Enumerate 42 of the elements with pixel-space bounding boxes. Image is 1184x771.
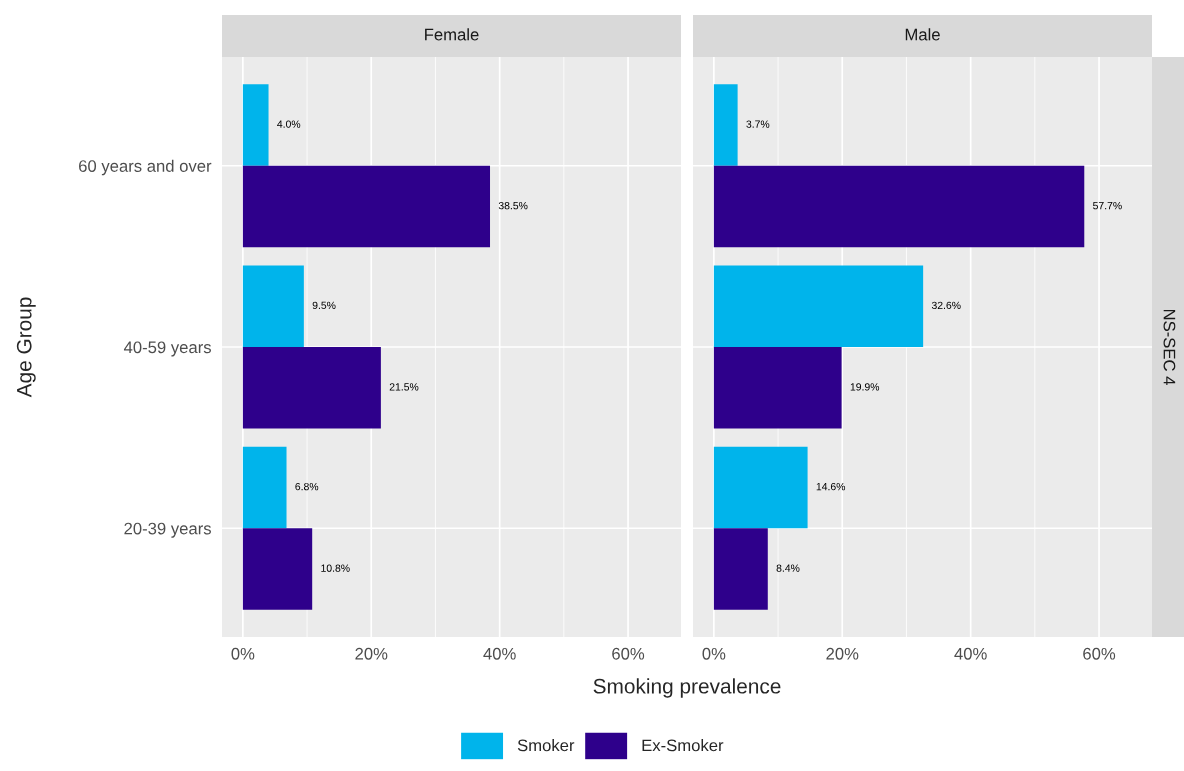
bar: [242, 84, 269, 166]
x-tick-label: 20%: [826, 647, 859, 660]
data-label: 6.8%: [295, 482, 319, 491]
x-tick-label: 60%: [1083, 647, 1116, 660]
x-tick-label: 20%: [355, 647, 388, 660]
data-label: 9.5%: [312, 301, 336, 310]
bar: [242, 446, 287, 529]
bar: [242, 528, 313, 610]
bar: [713, 528, 768, 610]
data-label: 38.5%: [498, 201, 528, 210]
bar: [713, 84, 738, 166]
y-axis-title: Age Group: [16, 297, 36, 398]
x-tick-label: 60%: [612, 647, 645, 660]
bar: [713, 165, 1085, 248]
bar: [713, 446, 808, 529]
y-tick-label: 60 years and over: [79, 159, 212, 176]
y-tick-label: 20-39 years: [124, 522, 211, 538]
legend-label: Ex-Smoker: [642, 739, 724, 752]
bar: [242, 347, 381, 429]
legend-label: Smoker: [517, 739, 575, 752]
data-label: 57.7%: [1093, 202, 1122, 210]
data-label: 19.9%: [850, 383, 880, 391]
data-label: 32.6%: [931, 301, 961, 310]
data-label: 8.4%: [776, 564, 800, 572]
y-tick-label: 40-59 years: [123, 341, 211, 357]
x-tick-label: 40%: [483, 647, 516, 660]
x-tick-label: 0%: [231, 647, 255, 660]
text: NS-SEC 4: [1163, 309, 1176, 385]
bar: [713, 347, 842, 429]
x-axis-title: Smoking prevalence: [593, 678, 781, 698]
data-label: 10.8%: [321, 564, 350, 572]
bar: [242, 265, 304, 347]
data-label: 4.0%: [277, 120, 301, 128]
x-tick-label: 40%: [954, 647, 987, 660]
chart-title: Male: [905, 28, 940, 41]
data-label: 21.5%: [389, 383, 419, 391]
data-label: 3.7%: [746, 120, 770, 128]
chart-title: Female: [425, 28, 479, 41]
x-tick-label: 0%: [702, 647, 726, 660]
bar: [242, 165, 491, 248]
bar: [713, 265, 924, 347]
data-label: 14.6%: [816, 482, 846, 491]
